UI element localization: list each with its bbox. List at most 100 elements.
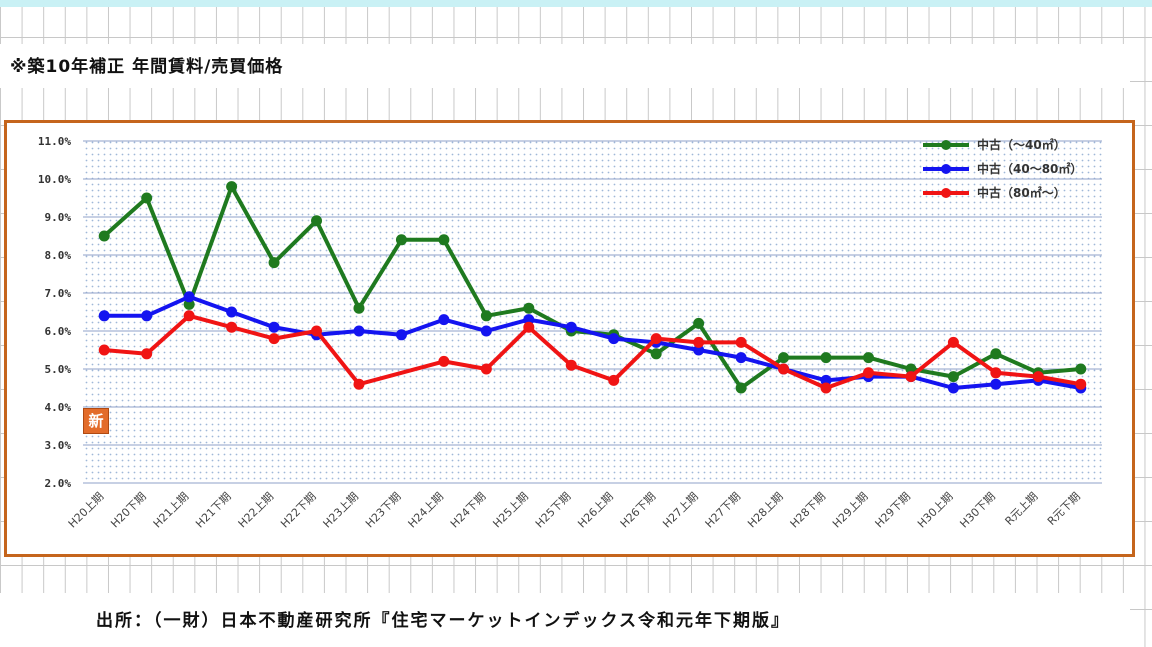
- data-point: [1075, 378, 1087, 390]
- data-point: [947, 336, 959, 348]
- data-point: [268, 321, 280, 333]
- y-tick-label: 3.0%: [45, 439, 72, 452]
- y-axis-ticks: 2.0% 3.0% 4.0% 5.0% 6.0% 7.0% 8.0% 9.0% 10.0% 11.…: [38, 135, 71, 490]
- y-tick-label: 10.0%: [38, 173, 71, 186]
- x-tick-label: H20上期: [66, 490, 107, 531]
- data-point: [862, 352, 874, 364]
- data-point: [650, 333, 662, 345]
- x-tick-label: H29下期: [873, 490, 914, 531]
- data-point: [438, 314, 450, 326]
- series-line: [104, 294, 1082, 390]
- data-point: [565, 359, 577, 371]
- data-point: [693, 336, 705, 348]
- data-point: [395, 234, 407, 246]
- data-point: [311, 215, 323, 227]
- x-tick-label: H22下期: [278, 490, 319, 531]
- source-band: [0, 593, 1130, 647]
- data-point: [98, 310, 110, 322]
- series-3: [98, 310, 1087, 394]
- y-tick-label: 11.0%: [38, 135, 71, 148]
- x-tick-label: H21上期: [151, 490, 192, 531]
- data-point: [1075, 363, 1087, 375]
- data-point: [480, 310, 492, 322]
- legend-item: 中古（～40㎡）: [923, 137, 1066, 152]
- data-point: [862, 367, 874, 379]
- chart-frame[interactable]: 2.0% 3.0% 4.0% 5.0% 6.0% 7.0% 8.0% 9.0% 10.0% 11.…: [4, 120, 1135, 557]
- x-tick-label: H30上期: [915, 490, 956, 531]
- legend-marker: [941, 188, 951, 198]
- data-point: [905, 371, 917, 383]
- x-tick-label: R元下期: [1045, 490, 1083, 528]
- data-point: [226, 181, 238, 193]
- data-point: [183, 298, 195, 310]
- data-point: [523, 321, 535, 333]
- data-point: [735, 352, 747, 364]
- data-point: [353, 378, 365, 390]
- legend-marker: [941, 164, 951, 174]
- data-point: [820, 382, 832, 394]
- data-point: [395, 329, 407, 341]
- x-tick-label: H28上期: [745, 490, 786, 531]
- data-point: [353, 325, 365, 337]
- x-axis-ticks: H20上期 H20下期 H21上期 H21下期 H22上期 H22下期 H23上期 H23下期…: [66, 490, 1083, 531]
- plot-area: [83, 141, 1102, 483]
- data-point: [693, 344, 705, 356]
- data-point: [820, 374, 832, 386]
- data-point: [778, 363, 790, 375]
- y-tick-label: 6.0%: [45, 325, 72, 338]
- y-tick-label: 5.0%: [45, 363, 72, 376]
- x-tick-label: H25上期: [490, 490, 531, 531]
- x-tick-label: H28下期: [788, 490, 829, 531]
- y-tick-label: 4.0%: [45, 401, 72, 414]
- x-tick-label: R元上期: [1002, 490, 1040, 528]
- data-point: [778, 352, 790, 364]
- data-point: [735, 382, 747, 394]
- data-point: [565, 321, 577, 333]
- source-note: 出所：（一財）日本不動産研究所『住宅マーケットインデックス令和元年下期版』: [96, 611, 790, 631]
- data-point: [98, 230, 110, 242]
- data-point: [650, 348, 662, 360]
- data-point: [990, 348, 1002, 360]
- x-tick-label: H26下期: [618, 490, 659, 531]
- data-point: [1032, 371, 1044, 383]
- data-point: [268, 333, 280, 345]
- x-tick-label: H24上期: [406, 490, 447, 531]
- y-tick-label: 8.0%: [45, 249, 72, 262]
- y-tick-label: 2.0%: [45, 477, 72, 490]
- data-point: [947, 382, 959, 394]
- data-point: [98, 344, 110, 356]
- series-layer: [98, 181, 1087, 394]
- x-tick-label: H30下期: [957, 490, 998, 531]
- data-point: [353, 302, 365, 314]
- page-title: ※築10年補正 年間賃料/売買価格: [10, 57, 284, 77]
- top-strip: [0, 0, 1152, 7]
- x-tick-label: H27上期: [660, 490, 701, 531]
- legend-label: 中古（～40㎡）: [977, 137, 1066, 152]
- x-tick-label: H23上期: [321, 490, 362, 531]
- data-point: [268, 257, 280, 269]
- data-point: [141, 348, 153, 360]
- data-point: [141, 192, 153, 204]
- y-tick-label: 9.0%: [45, 211, 72, 224]
- data-point: [480, 325, 492, 337]
- data-point: [141, 310, 153, 322]
- data-point: [905, 363, 917, 375]
- data-point: [523, 314, 535, 326]
- x-tick-label: H20下期: [108, 490, 149, 531]
- new-badge: 新: [83, 408, 109, 434]
- line-chart: 2.0% 3.0% 4.0% 5.0% 6.0% 7.0% 8.0% 9.0% 10.0% 11.…: [38, 135, 1102, 531]
- data-point: [183, 291, 195, 303]
- data-point: [608, 333, 620, 345]
- data-point: [735, 336, 747, 348]
- title-band: [0, 44, 1130, 88]
- x-tick-label: H21下期: [193, 490, 234, 531]
- data-point: [693, 317, 705, 329]
- legend-label: 中古（80㎡～）: [977, 185, 1066, 200]
- x-tick-label: H29上期: [830, 490, 871, 531]
- x-tick-label: H24下期: [448, 490, 489, 531]
- data-point: [990, 378, 1002, 390]
- legend: 中古（～40㎡） 中古（40～80㎡） 中古（80㎡～）: [923, 137, 1082, 200]
- legend-item: 中古（80㎡～）: [923, 185, 1066, 200]
- legend-marker: [941, 140, 951, 150]
- data-point: [226, 321, 238, 333]
